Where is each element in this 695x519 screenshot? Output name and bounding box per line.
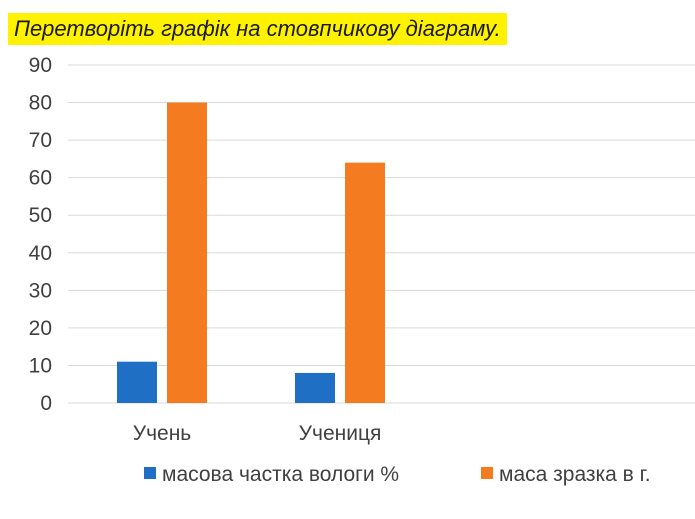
y-tick-label: 40: [29, 242, 52, 265]
y-tick-label: 20: [29, 317, 52, 340]
legend-label: маса зразка в г.: [499, 463, 651, 486]
bar-mass-1: [345, 162, 385, 403]
y-tick-label: 80: [29, 92, 52, 115]
bar-moisture-0: [117, 361, 157, 403]
y-tick-label: 70: [29, 129, 52, 152]
bar-moisture-1: [295, 372, 335, 403]
x-tick-label: Учень: [133, 422, 192, 445]
title-banner: Перетворіть графік на стовпчикову діагра…: [8, 13, 507, 45]
y-tick-label: 10: [29, 354, 52, 377]
y-tick-label: 60: [29, 167, 52, 190]
y-tick-label: 90: [29, 54, 52, 77]
legend-label: масова частка вологи %: [162, 463, 399, 486]
y-tick-label: 50: [29, 204, 52, 227]
x-axis: Учень Учениця: [133, 422, 382, 445]
legend-swatch: [144, 467, 156, 479]
x-tick-label: Учениця: [299, 422, 382, 445]
bar-mass-0: [167, 102, 207, 404]
chart-title: Перетворіть графік на стовпчикову діагра…: [14, 16, 501, 41]
bars: [117, 102, 385, 404]
y-tick-label: 0: [40, 392, 52, 415]
legend: масова частка вологи % маса зразка в г.: [144, 463, 651, 486]
y-tick-label: 30: [29, 279, 52, 302]
legend-swatch: [481, 467, 493, 479]
